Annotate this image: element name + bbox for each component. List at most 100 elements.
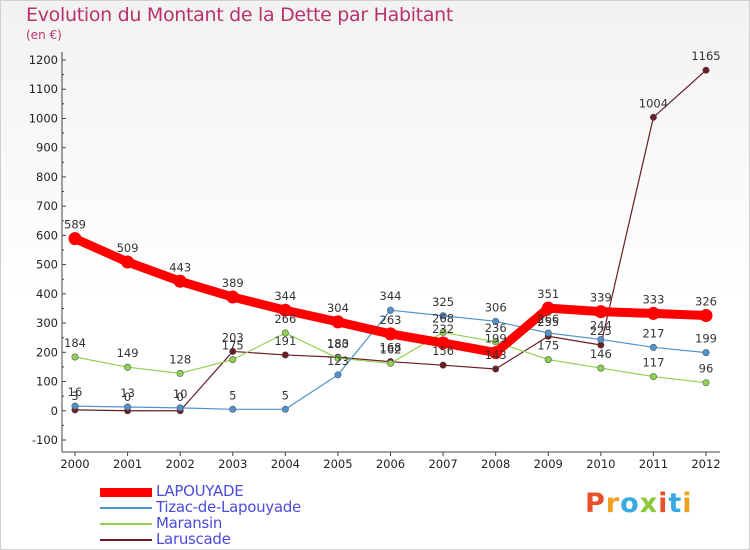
legend-swatch [100,488,152,497]
data-point [649,113,657,121]
y-tick-label: 800 [36,170,58,184]
logo-letter: o [620,488,640,519]
data-label: 203 [222,330,244,344]
data-point [281,351,289,359]
data-label: 191 [274,334,296,348]
series-maransin [71,328,710,387]
data-point [71,353,79,361]
data-label: 268 [432,311,454,325]
data-label: 1004 [639,96,668,110]
data-label: 5 [282,388,289,402]
y-tick-label: 300 [36,316,58,330]
data-point [384,327,397,341]
data-label: 0 [124,390,131,404]
data-label: 96 [699,362,714,376]
x-tick-label: 2010 [586,457,615,471]
unit-label: (en €) [26,28,62,42]
logo-letter: x [639,488,659,519]
data-point [173,274,187,288]
y-tick-label: 500 [36,258,58,272]
data-point [597,335,605,343]
data-point [121,255,135,269]
x-tick-label: 2004 [271,457,300,471]
data-label: 326 [695,294,717,308]
data-point [436,336,450,350]
legend-label: Tizac-de-Lapouyade [156,498,301,516]
data-label: 325 [432,295,454,309]
data-label: 236 [485,321,507,335]
data-label: 128 [169,352,191,366]
data-point [594,305,608,319]
data-label: 266 [537,312,559,326]
data-point [649,343,657,351]
y-tick-label: 100 [36,375,58,389]
data-point [281,329,289,337]
data-point [544,356,552,364]
legend-swatch [100,523,152,525]
legend-label: Maransin [156,514,223,532]
logo-letter: i [658,488,669,519]
x-tick-label: 2012 [691,457,720,471]
data-label: 162 [380,342,402,356]
data-label: 16 [68,385,83,399]
y-tick-label: -100 [32,433,58,447]
data-point [334,354,342,362]
data-point [334,371,342,379]
data-point [331,315,345,329]
x-tick-label: 2011 [639,457,668,471]
x-tick-label: 2005 [323,457,352,471]
data-label: 232 [432,322,454,336]
data-label: 443 [169,260,191,274]
logo-letter: r [605,488,621,519]
data-point [702,349,710,357]
data-label: 180 [327,337,349,351]
data-label: 143 [485,348,507,362]
y-tick-label: 900 [36,141,58,155]
series-tizac-de-lapouyade [71,306,710,413]
data-label: 333 [642,292,664,306]
data-label: 0 [177,390,184,404]
data-point [492,365,500,373]
data-point [281,405,289,413]
data-label: 199 [695,332,717,346]
y-tick-label: 700 [36,199,58,213]
x-tick-label: 2003 [218,457,247,471]
x-tick-label: 2001 [113,457,142,471]
y-tick-label: 600 [36,228,58,242]
legend-label: LAPOUYADE [156,482,244,500]
x-tick-label: 2009 [534,457,563,471]
data-point [229,347,237,355]
data-label: 509 [117,241,139,255]
data-label: 306 [485,300,507,314]
data-point [492,338,500,346]
data-point [278,303,292,317]
data-label: 175 [537,339,559,353]
y-tick-label: 200 [36,345,58,359]
y-tick-label: 400 [36,287,58,301]
data-label: 266 [274,312,296,326]
data-point [176,369,184,377]
data-label: 344 [380,289,402,303]
data-point [702,66,710,74]
axes: -100010020030040050060070080090010001100… [29,52,721,471]
value-labels: 3 0 0 203 191 183 168 156 143 255 225 1004 1165 184 14… [64,49,721,404]
data-label: 304 [327,301,349,315]
data-point [439,361,447,369]
logo-letter: i [682,488,693,519]
data-point [124,403,132,411]
legend-label: Laruscade [156,530,231,548]
data-label: 225 [590,324,612,338]
legend-swatch [100,507,152,509]
data-label: 344 [274,289,296,303]
data-label: 351 [537,287,559,301]
data-label: 168 [380,341,402,355]
data-label: 183 [327,336,349,350]
data-label: 244 [590,318,612,332]
x-tick-label: 2007 [428,457,457,471]
data-point [492,317,500,325]
data-point [439,312,447,320]
x-tick-label: 2008 [481,457,510,471]
data-point [646,306,660,320]
x-tick-label: 2006 [376,457,405,471]
